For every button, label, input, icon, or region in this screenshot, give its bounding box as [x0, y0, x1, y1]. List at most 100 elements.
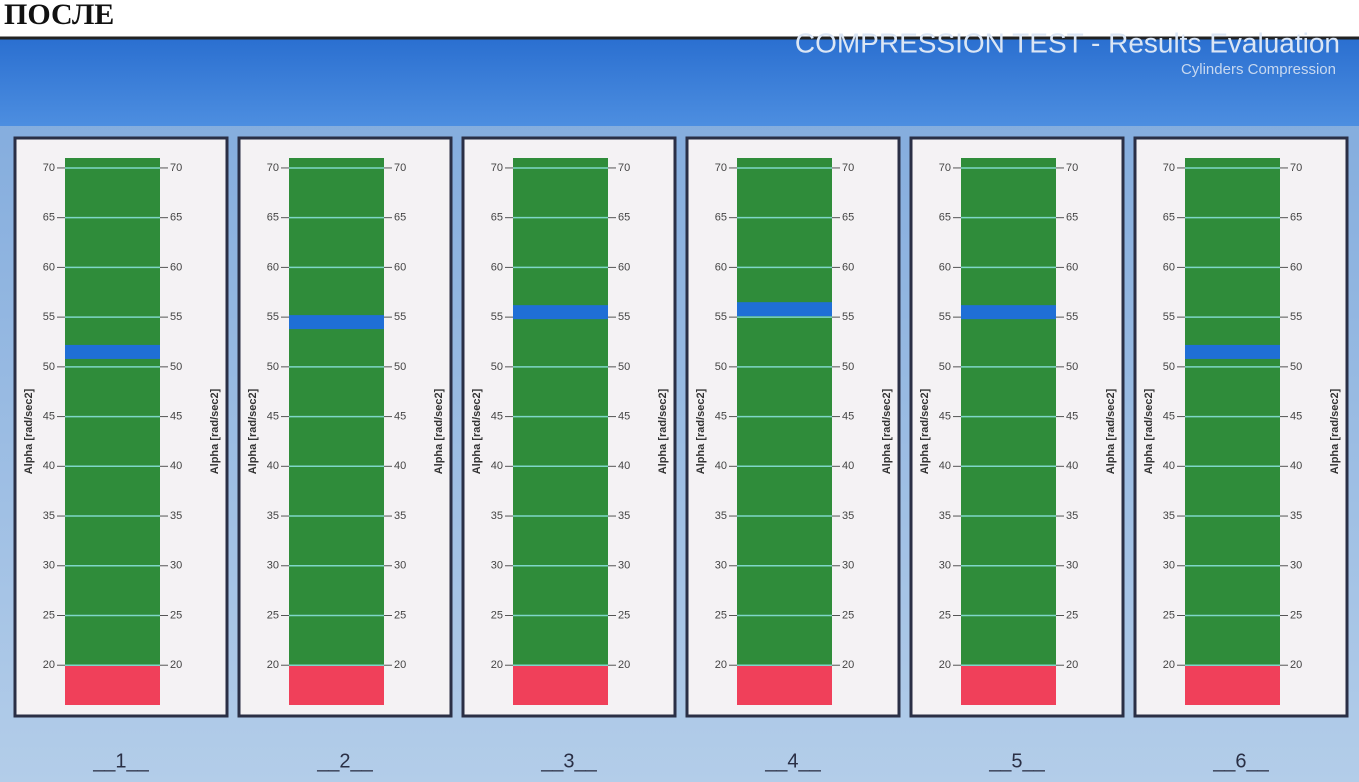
- tick-label: 30: [1163, 560, 1175, 572]
- tick-label: 65: [394, 212, 406, 224]
- red-zone: [961, 665, 1056, 705]
- gauge: 20 20 25 25 30 30 35 35 40 40 45 45 50 50 55 55 60 60 65 65…: [909, 136, 1125, 772]
- tick-label: 50: [170, 361, 182, 373]
- tick-label: 55: [618, 311, 630, 323]
- tick-label: 70: [170, 162, 182, 174]
- tick-label: 35: [842, 510, 854, 522]
- tick-label: 70: [618, 162, 630, 174]
- tick-label: 50: [715, 361, 727, 373]
- tick-label: 60: [43, 261, 55, 273]
- tick-label: 60: [170, 261, 182, 273]
- tick-label: 25: [394, 609, 406, 621]
- tick-label: 60: [939, 261, 951, 273]
- tick-label: 25: [43, 609, 55, 621]
- tick-label: 30: [715, 560, 727, 572]
- tick-label: 40: [939, 460, 951, 472]
- tick-label: 35: [394, 510, 406, 522]
- gauge: 20 20 25 25 30 30 35 35 40 40 45 45 50 50 55 55 60 60 65 65…: [1133, 136, 1349, 772]
- axis-label: Alpha [rad/sec2]: [695, 388, 707, 474]
- tick-label: 60: [1290, 261, 1302, 273]
- tick-label: 35: [939, 510, 951, 522]
- axis-label: Alpha [rad/sec2]: [247, 388, 259, 474]
- tick-label: 65: [939, 212, 951, 224]
- tick-label: 60: [267, 261, 279, 273]
- cylinder-label: __4__: [764, 750, 821, 772]
- tick-label: 40: [43, 460, 55, 472]
- tick-label: 40: [1066, 460, 1078, 472]
- tick-label: 45: [1066, 410, 1078, 422]
- gauge: 20 20 25 25 30 30 35 35 40 40 45 45 50 50 55 55 60 60 65 65…: [237, 136, 453, 772]
- tick-label: 45: [1290, 410, 1302, 422]
- tick-label: 65: [1066, 212, 1078, 224]
- tick-label: 40: [618, 460, 630, 472]
- tick-label: 55: [170, 311, 182, 323]
- value-marker: [1185, 344, 1280, 359]
- tick-label: 60: [394, 261, 406, 273]
- tick-label: 65: [715, 212, 727, 224]
- value-marker: [513, 305, 608, 320]
- tick-label: 20: [842, 659, 854, 671]
- tick-label: 50: [939, 361, 951, 373]
- tick-label: 35: [491, 510, 503, 522]
- tick-label: 65: [491, 212, 503, 224]
- tick-label: 20: [1290, 659, 1302, 671]
- tick-label: 45: [394, 410, 406, 422]
- tick-label: 65: [1163, 212, 1175, 224]
- axis-label: Alpha [rad/sec2]: [433, 388, 445, 474]
- tick-label: 50: [267, 361, 279, 373]
- tick-label: 55: [842, 311, 854, 323]
- tick-label: 40: [491, 460, 503, 472]
- tick-label: 55: [939, 311, 951, 323]
- green-zone: [961, 158, 1056, 666]
- tick-label: 70: [1066, 162, 1078, 174]
- tick-label: 25: [267, 609, 279, 621]
- tick-label: 55: [715, 311, 727, 323]
- red-zone: [513, 665, 608, 705]
- tick-label: 60: [1066, 261, 1078, 273]
- tick-label: 20: [1163, 659, 1175, 671]
- tick-label: 50: [1066, 361, 1078, 373]
- tick-label: 70: [267, 162, 279, 174]
- tick-label: 45: [842, 410, 854, 422]
- tick-label: 65: [267, 212, 279, 224]
- tick-label: 35: [170, 510, 182, 522]
- tick-label: 35: [715, 510, 727, 522]
- cylinder-label: __5__: [988, 750, 1045, 772]
- tick-label: 30: [1066, 560, 1078, 572]
- cylinder-label: __1__: [92, 750, 149, 772]
- tick-label: 25: [715, 609, 727, 621]
- tick-label: 65: [842, 212, 854, 224]
- tick-label: 40: [170, 460, 182, 472]
- value-marker: [289, 315, 384, 330]
- tick-label: 70: [43, 162, 55, 174]
- tick-label: 30: [491, 560, 503, 572]
- tick-label: 40: [1290, 460, 1302, 472]
- tick-label: 25: [1290, 609, 1302, 621]
- axis-label: Alpha [rad/sec2]: [23, 388, 35, 474]
- green-zone: [1185, 158, 1280, 666]
- red-zone: [737, 665, 832, 705]
- tick-label: 70: [842, 162, 854, 174]
- tick-label: 20: [939, 659, 951, 671]
- tick-label: 30: [1290, 560, 1302, 572]
- tick-label: 50: [43, 361, 55, 373]
- tick-label: 25: [1163, 609, 1175, 621]
- gauge: 20 20 25 25 30 30 35 35 40 40 45 45 50 50 55 55 60 60 65 65…: [461, 136, 677, 772]
- tick-label: 40: [267, 460, 279, 472]
- tick-label: 65: [43, 212, 55, 224]
- tick-label: 65: [1290, 212, 1302, 224]
- tick-label: 65: [170, 212, 182, 224]
- tick-label: 40: [715, 460, 727, 472]
- tick-label: 25: [939, 609, 951, 621]
- tick-label: 25: [618, 609, 630, 621]
- red-zone: [289, 665, 384, 705]
- tick-label: 20: [170, 659, 182, 671]
- subtitle: Cylinders Compression: [1181, 61, 1336, 78]
- axis-label: Alpha [rad/sec2]: [1329, 388, 1341, 474]
- axis-label: Alpha [rad/sec2]: [919, 388, 931, 474]
- tick-label: 20: [491, 659, 503, 671]
- tick-label: 25: [1066, 609, 1078, 621]
- tick-label: 70: [394, 162, 406, 174]
- tick-label: 40: [842, 460, 854, 472]
